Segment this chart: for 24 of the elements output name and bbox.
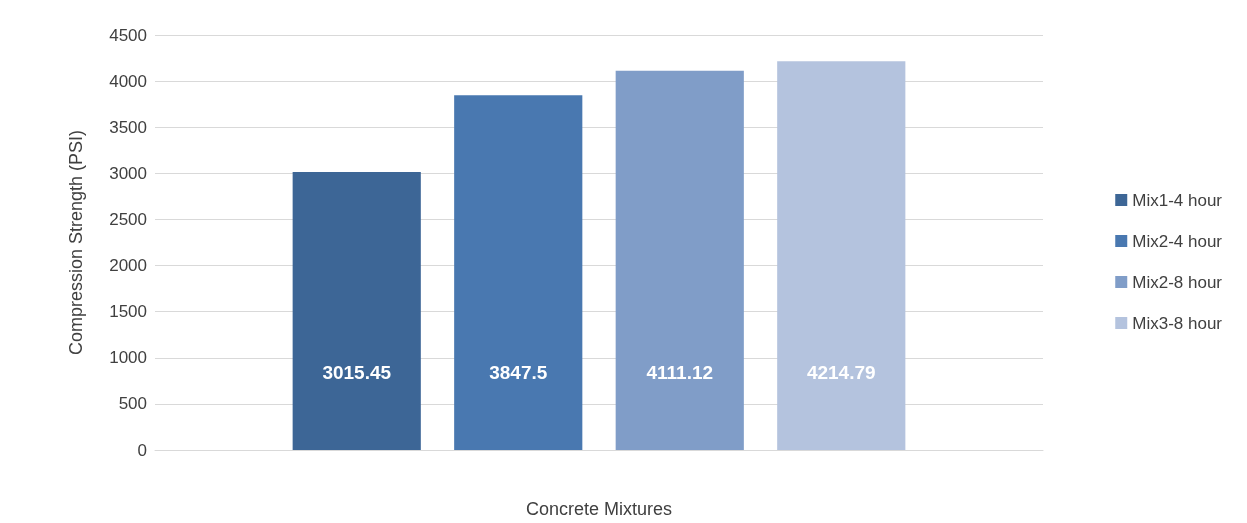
bar: [777, 61, 906, 450]
legend-label: Mix2-4 hour: [1132, 231, 1223, 251]
y-tick-label: 4000: [109, 71, 147, 91]
y-tick-label: 2500: [109, 209, 147, 229]
y-tick-label: 2000: [109, 256, 147, 276]
y-axis-title: Compression Strength (PSI): [66, 129, 86, 356]
bar: [292, 171, 421, 450]
y-tick-label: 1000: [109, 348, 147, 368]
x-axis-title: Concrete Mixtures: [525, 499, 673, 519]
y-tick-label: 500: [118, 394, 147, 414]
y-tick-label: 4500: [109, 25, 147, 45]
y-tick-label: 1500: [109, 302, 147, 322]
legend-label: Mix2-8 hour: [1132, 272, 1223, 292]
bar: [454, 95, 583, 450]
y-tick-label: 3000: [109, 163, 147, 183]
y-tick-label: 0: [137, 440, 147, 460]
data-label: 4111.12: [646, 362, 714, 383]
legend-label: Mix3-8 hour: [1132, 313, 1223, 333]
y-tick-label: 3500: [109, 117, 147, 137]
data-label: 3015.45: [322, 362, 392, 383]
bar: [615, 70, 744, 450]
data-label: 4214.79: [806, 362, 876, 383]
data-label: 3847.5: [489, 362, 548, 383]
legend-label: Mix1-4 hour: [1132, 190, 1223, 210]
